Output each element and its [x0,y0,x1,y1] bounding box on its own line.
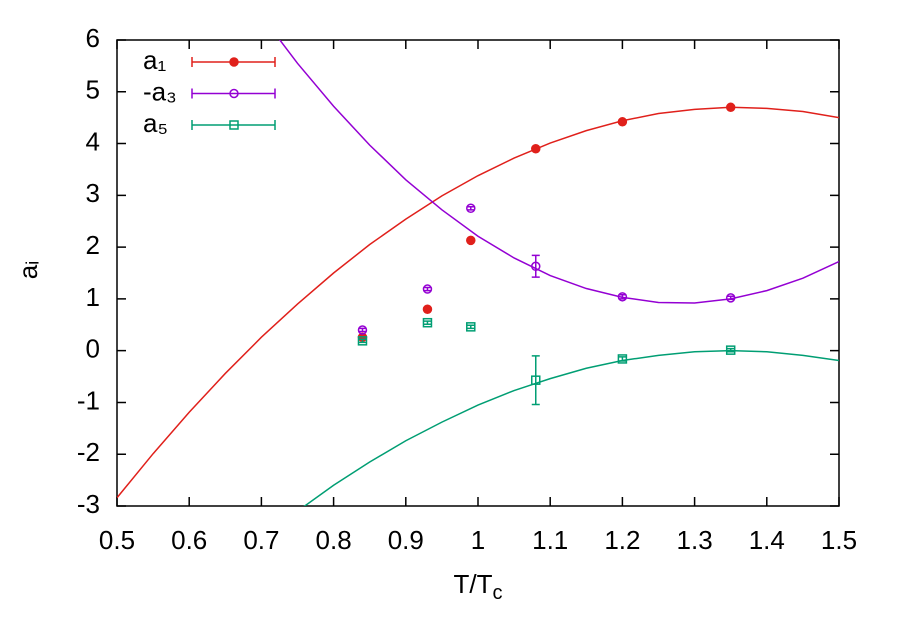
fit-curve [117,106,839,499]
error-bar [726,295,735,301]
error-bar [358,327,367,333]
point [725,293,736,303]
point [466,235,476,246]
y-tick-label: -2 [77,437,100,467]
point [617,292,628,302]
error-bar [531,355,540,406]
point [422,317,433,328]
y-tick-label: 1 [86,282,100,312]
point [531,143,541,154]
plot-area [117,40,839,506]
legend-marker [229,57,239,67]
legend-marker [229,120,239,130]
x-tick-label: 0.9 [388,525,424,555]
fit-curve [278,40,839,304]
y-tick-label: 2 [86,230,100,260]
x-tick-label: 1.3 [677,525,713,555]
x-axis-label-sub: c [493,582,503,604]
y-tick-label: 0 [86,334,100,364]
x-tick-label: 1.1 [532,525,568,555]
x-tick-label: 0.7 [243,525,279,555]
legend-marker [229,88,239,99]
point [466,203,476,214]
point [422,304,433,314]
point [466,322,476,332]
error-bar [466,205,475,211]
x-axis-label-main: T/T [454,569,493,599]
legend-label: a₅ [143,108,168,138]
fit-curve [303,349,839,506]
error-bar [618,356,627,362]
point [422,284,433,294]
error-bar [466,324,475,330]
x-tick-label: 1.5 [821,525,857,555]
y-tick-label: 5 [86,75,100,105]
x-tick-label: 0.5 [99,525,135,555]
x-axis-label: T/Tc [454,569,503,604]
legend-line [191,88,276,99]
y-tick-label: -1 [77,385,100,415]
error-bar [358,338,367,344]
point [357,336,368,346]
x-tick-label: 1.2 [604,525,640,555]
y-tick-label: 4 [86,126,100,156]
y-tick-label: -3 [77,489,100,519]
point [617,117,628,127]
x-tick-label: 1 [471,525,485,555]
point [725,345,736,355]
point [357,325,368,335]
error-bar [618,293,627,300]
legend-label: -a₃ [143,76,177,106]
point [531,261,541,272]
point [617,354,628,364]
point [725,102,736,113]
error-bar [423,286,432,292]
legend-label: a₁ [143,45,166,75]
y-tick-label: 3 [86,178,100,208]
x-tick-label: 0.6 [171,525,207,555]
x-tick-label: 0.8 [316,525,352,555]
error-bar [726,347,735,353]
error-bar [531,254,540,278]
point [531,375,541,385]
x-tick-label: 1.4 [749,525,785,555]
y-axis-label: aᵢ [13,261,43,280]
legend-line [191,120,276,130]
y-tick-label: 6 [86,23,100,53]
error-bar [423,320,432,326]
